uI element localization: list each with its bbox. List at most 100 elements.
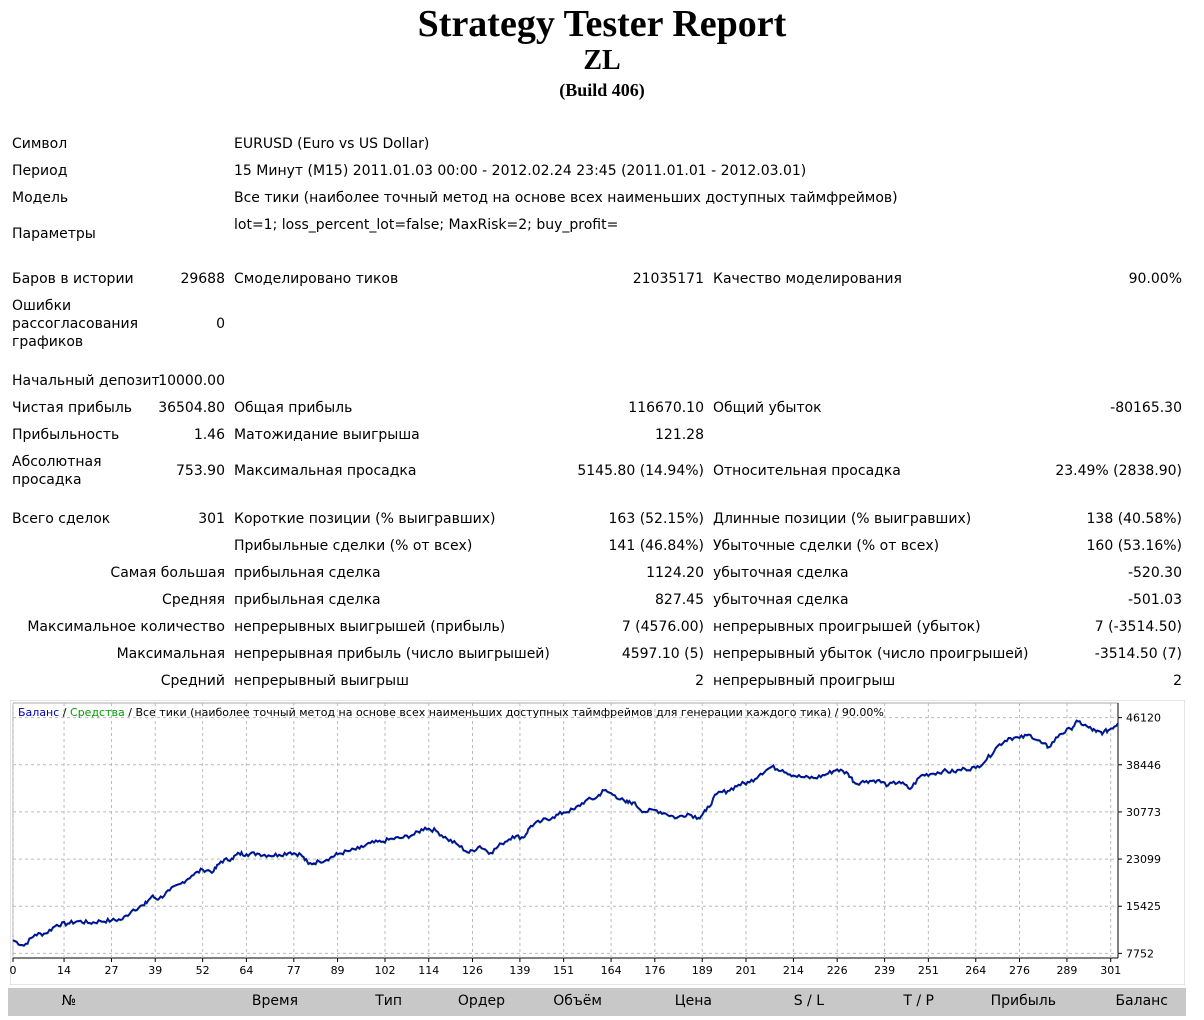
profit-trades-label: Прибыльные сделки (% от всех) xyxy=(234,538,473,554)
col-time: Время xyxy=(251,993,298,1009)
maximal-label: Максимальная xyxy=(116,646,225,662)
max-cons-loss-value: -3514.50 (7) xyxy=(1094,646,1182,662)
period-label: Период xyxy=(12,163,68,179)
largest-loss-label: убыточная сделка xyxy=(713,565,849,581)
col-price: Цена xyxy=(674,993,712,1009)
gross-loss-label: Общий убыток xyxy=(713,400,822,416)
report-build: (Build 406) xyxy=(559,80,645,100)
x-tick-label: 102 xyxy=(374,964,395,977)
x-tick-label: 176 xyxy=(644,964,665,977)
x-tick-label: 239 xyxy=(874,964,895,977)
x-tick-label: 89 xyxy=(331,964,345,977)
avg-cons-wins-value: 2 xyxy=(695,673,704,689)
symbol-value: EURUSD (Euro vs US Dollar) xyxy=(234,136,430,152)
max-cons-losses-label: непрерывных проигрышей (убыток) xyxy=(713,619,981,635)
max-drawdown-value: 5145.80 (14.94%) xyxy=(577,463,704,479)
avg-cons-label: Средний xyxy=(160,673,225,689)
x-tick-label: 251 xyxy=(918,964,939,977)
profit-factor-value: 1.46 xyxy=(193,427,225,443)
legend-equity: Средства xyxy=(70,706,125,719)
ticks-value: 21035171 xyxy=(632,271,704,287)
y-tick-label: 23099 xyxy=(1126,853,1161,866)
equity-line xyxy=(12,720,1119,948)
legend-separator-1: / xyxy=(59,706,70,719)
x-tick-label: 264 xyxy=(965,964,986,977)
col-balance: Баланс xyxy=(1115,993,1168,1009)
col-order: Ордер xyxy=(457,993,505,1009)
max-cons-losses-value: 7 (-3514.50) xyxy=(1094,619,1182,635)
y-tick-label: 38446 xyxy=(1126,759,1161,772)
gross-profit-value: 116670.10 xyxy=(628,400,704,416)
y-tick-label: 7752 xyxy=(1126,947,1154,960)
largest-loss-value: -520.30 xyxy=(1127,565,1182,581)
legend-description: Все тики (наиболее точный метод на основ… xyxy=(135,706,883,719)
x-tick-label: 164 xyxy=(601,964,622,977)
long-positions-value: 138 (40.58%) xyxy=(1086,511,1182,527)
loss-trades-label: Убыточные сделки (% от всех) xyxy=(713,538,940,554)
gross-profit-label: Общая прибыль xyxy=(234,400,353,416)
x-tick-label: 27 xyxy=(104,964,118,977)
deposit-value: 10000.00 xyxy=(158,373,225,389)
loss-trades-value: 160 (53.16%) xyxy=(1086,538,1182,554)
x-tick-label: 39 xyxy=(148,964,162,977)
max-drawdown-label: Максимальная просадка xyxy=(234,463,417,479)
trades-table-header: № Время Тип Ордер Объём Цена S / L T / P… xyxy=(8,988,1186,1016)
quality-value: 90.00% xyxy=(1128,271,1182,287)
params-label: Параметры xyxy=(12,226,96,242)
x-tick-label: 0 xyxy=(10,964,17,977)
y-tick-label: 15425 xyxy=(1126,900,1161,913)
symbol-label: Символ xyxy=(12,136,68,152)
balance-chart: 0 14 27 39 52 64 77 89 102 114 126 139 151 164 176 189 2… xyxy=(10,700,1185,985)
rel-drawdown-label: Относительная просадка xyxy=(713,463,901,479)
expected-payoff-label: Матожидание выигрыша xyxy=(234,427,420,443)
mismatch-label-line1: Ошибки xyxy=(12,298,72,314)
max-cons-wins-label: непрерывных выигрышей (прибыль) xyxy=(234,619,506,635)
average-label: Средняя xyxy=(162,592,225,608)
abs-drawdown-label-line1: Абсолютная xyxy=(12,454,102,470)
mismatch-label-line2: рассогласования xyxy=(12,316,139,332)
max-cons-loss-label: непрерывный убыток (число проигрышей) xyxy=(713,646,1029,662)
col-type: Тип xyxy=(375,993,402,1009)
expected-payoff-value: 121.28 xyxy=(655,427,704,443)
ticks-label: Смоделировано тиков xyxy=(234,271,399,287)
short-positions-label: Короткие позиции (% выигравших) xyxy=(234,511,496,527)
x-tick-label: 151 xyxy=(553,964,574,977)
col-profit: Прибыль xyxy=(990,993,1056,1009)
bars-value: 29688 xyxy=(180,271,225,287)
deposit-label: Начальный депозит xyxy=(12,373,160,389)
x-tick-label: 276 xyxy=(1009,964,1030,977)
average-profit-label: прибыльная сделка xyxy=(234,592,381,608)
abs-drawdown-value: 753.90 xyxy=(176,463,225,479)
x-tick-label: 289 xyxy=(1056,964,1077,977)
x-tick-label: 301 xyxy=(1100,964,1121,977)
average-loss-value: -501.03 xyxy=(1127,592,1182,608)
report-title: Strategy Tester Report xyxy=(417,3,787,45)
mismatch-label-line3: графиков xyxy=(12,334,84,350)
max-cons-wins-value: 7 (4576.00) xyxy=(621,619,704,635)
legend-balance: Баланс xyxy=(18,706,59,719)
quality-label: Качество моделирования xyxy=(713,271,902,287)
rel-drawdown-value: 23.49% (2838.90) xyxy=(1055,463,1182,479)
x-tick-label: 214 xyxy=(783,964,804,977)
short-positions-value: 163 (52.15%) xyxy=(608,511,704,527)
profit-trades-value: 141 (46.84%) xyxy=(608,538,704,554)
col-volume: Объём xyxy=(553,993,602,1009)
max-count-label: Максимальное количество xyxy=(27,619,225,635)
avg-cons-losses-label: непрерывный проигрыш xyxy=(713,673,896,689)
x-tick-label: 64 xyxy=(239,964,253,977)
avg-cons-losses-value: 2 xyxy=(1173,673,1182,689)
period-value: 15 Минут (M15) 2011.01.03 00:00 - 2012.0… xyxy=(234,163,807,179)
largest-profit-label: прибыльная сделка xyxy=(234,565,381,581)
y-tick-label: 46120 xyxy=(1126,712,1161,725)
model-label: Модель xyxy=(12,190,69,206)
x-tick-label: 52 xyxy=(196,964,210,977)
average-loss-label: убыточная сделка xyxy=(713,592,849,608)
average-profit-value: 827.45 xyxy=(655,592,704,608)
long-positions-label: Длинные позиции (% выигравших) xyxy=(713,511,972,527)
x-tick-label: 201 xyxy=(736,964,757,977)
mismatch-value: 0 xyxy=(216,316,225,332)
max-cons-profit-value: 4597.10 (5) xyxy=(621,646,704,662)
col-tp: T / P xyxy=(903,993,934,1009)
net-profit-value: 36504.80 xyxy=(158,400,225,416)
x-tick-label: 114 xyxy=(418,964,439,977)
